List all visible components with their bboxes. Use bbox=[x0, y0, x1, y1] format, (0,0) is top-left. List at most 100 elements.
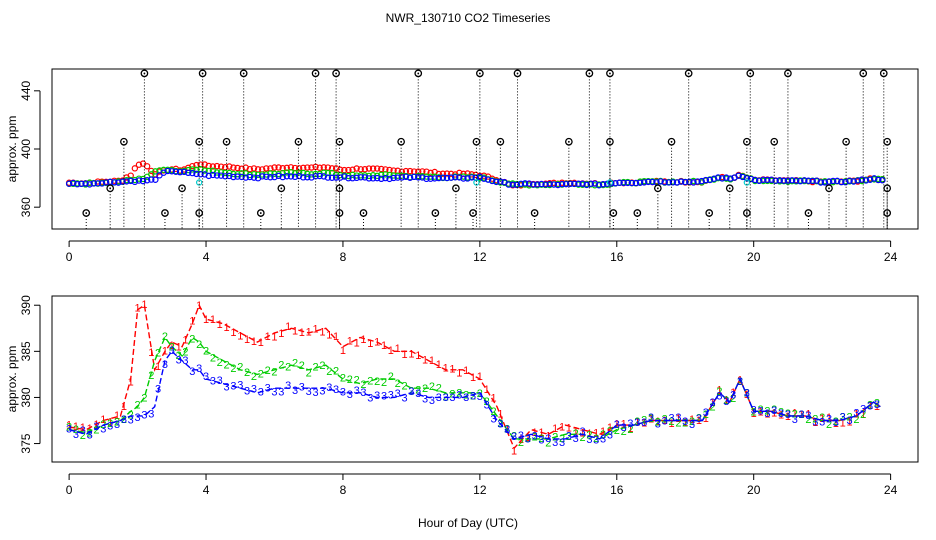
bottom-point-series-3: 3 bbox=[710, 397, 716, 409]
top-point-series-3 bbox=[534, 181, 541, 188]
top-point-series-1 bbox=[148, 167, 155, 175]
top-outlier-mid-point-center bbox=[297, 140, 300, 143]
bottom-point-series-2: 2 bbox=[525, 433, 531, 445]
top-outlier-high-point-center bbox=[417, 72, 420, 75]
bottom-point-series-2: 2 bbox=[627, 424, 633, 436]
bottom-point-series-1: 1 bbox=[210, 314, 216, 326]
bottom-point-series-1: 1 bbox=[135, 302, 141, 314]
bottom-point-series-1: 1 bbox=[87, 423, 93, 435]
bottom-point-series-2: 2 bbox=[251, 371, 257, 383]
top-point-series-2 bbox=[152, 168, 159, 175]
bottom-point-series-2: 2 bbox=[559, 433, 565, 445]
top-point-series-3 bbox=[205, 172, 212, 180]
bottom-point-series-3: 3 bbox=[182, 355, 188, 367]
top-point-series-1 bbox=[456, 169, 463, 177]
bottom-point-series-2: 2 bbox=[114, 417, 120, 429]
bottom-point-series-1: 1 bbox=[477, 371, 483, 383]
top-point-series-3 bbox=[353, 174, 360, 182]
bottom-x-tick-label: 16 bbox=[610, 483, 624, 497]
bottom-point-series-3: 3 bbox=[128, 414, 134, 426]
bottom-point-series-3: 3 bbox=[162, 359, 168, 371]
top-outlier-low-point-center bbox=[807, 212, 810, 214]
bottom-point-series-1: 1 bbox=[490, 393, 496, 405]
bottom-point-series-2: 2 bbox=[93, 425, 99, 437]
top-point-series-1 bbox=[406, 167, 414, 175]
top-point-series-3 bbox=[768, 176, 775, 183]
top-point-series-3 bbox=[201, 171, 208, 178]
bottom-point-series-1: 1 bbox=[388, 345, 394, 357]
top-x-tick-label: 12 bbox=[473, 250, 487, 264]
top-outlier-mid-point-center bbox=[338, 140, 341, 143]
bottom-point-series-1: 1 bbox=[497, 409, 503, 421]
top-outlier-mid-point-center bbox=[400, 140, 403, 143]
top-outlier-near-point-center bbox=[181, 187, 183, 190]
bottom-point-series-2: 2 bbox=[224, 360, 230, 372]
bottom-point-series-2: 2 bbox=[367, 376, 373, 388]
top-point-series-3 bbox=[287, 173, 295, 180]
bottom-point-series-3: 3 bbox=[265, 382, 271, 394]
top-y-tick-label: 400 bbox=[19, 139, 33, 159]
top-point-series-3 bbox=[135, 177, 143, 184]
bottom-point-series-3: 3 bbox=[682, 416, 688, 428]
top-outlier-mid-point-center bbox=[773, 140, 776, 143]
bottom-point-series-1: 1 bbox=[73, 421, 79, 433]
top-outlier-low-point bbox=[431, 209, 440, 217]
bottom-point-series-3: 3 bbox=[744, 387, 750, 399]
bottom-point-series-3: 3 bbox=[805, 410, 811, 422]
bottom-point-series-1: 1 bbox=[114, 410, 120, 422]
top-outlier-mid-point bbox=[565, 137, 573, 146]
bottom-point-series-1: 1 bbox=[470, 372, 476, 384]
bottom-point-series-2: 2 bbox=[258, 369, 264, 381]
bottom-point-series-3: 3 bbox=[655, 418, 661, 430]
top-point-series-3 bbox=[657, 178, 664, 185]
bottom-point-series-1: 1 bbox=[176, 342, 182, 354]
top-point-series-3 bbox=[636, 179, 644, 186]
bottom-point-series-1: 1 bbox=[224, 322, 230, 334]
top-point-series-1 bbox=[234, 164, 241, 172]
bottom-point-series-1: 1 bbox=[265, 331, 271, 343]
bottom-point-series-1: 1 bbox=[278, 328, 284, 340]
bottom-point-series-1: 1 bbox=[668, 418, 674, 430]
bottom-point-series-1: 1 bbox=[230, 327, 236, 339]
bottom-point-series-2: 2 bbox=[210, 353, 216, 365]
bottom-point-series-3: 3 bbox=[244, 386, 250, 398]
top-outlier-mid-point-center bbox=[225, 140, 228, 143]
top-point-series-3 bbox=[148, 176, 155, 183]
top-point-series-1 bbox=[131, 165, 139, 172]
top-point-series-3 bbox=[94, 180, 102, 187]
bottom-point-series-3: 3 bbox=[80, 425, 86, 437]
top-point-series-1 bbox=[369, 165, 377, 172]
top-point-series-3 bbox=[525, 180, 533, 187]
top-point-series-3 bbox=[238, 173, 245, 181]
bottom-point-series-3: 3 bbox=[860, 403, 866, 415]
bottom-point-series-2: 2 bbox=[662, 413, 668, 425]
top-point-series-2 bbox=[238, 170, 245, 177]
top-point-series-3 bbox=[505, 181, 512, 188]
top-outlier-near-point-center bbox=[280, 187, 283, 190]
top-point-series-1 bbox=[250, 165, 258, 172]
bottom-point-series-2: 2 bbox=[511, 431, 517, 443]
top-outlier-high-point bbox=[746, 69, 755, 78]
bottom-point-series-3: 3 bbox=[395, 388, 401, 400]
top-outlier-high-point-center bbox=[314, 72, 317, 75]
bottom-point-series-1: 1 bbox=[93, 419, 99, 431]
top-outlier-high-point-center bbox=[201, 72, 204, 75]
top-point-series-3 bbox=[98, 180, 106, 187]
top-point-series-3 bbox=[143, 177, 151, 184]
bottom-point-series-2: 2 bbox=[860, 409, 866, 421]
top-outlier-low-point bbox=[804, 209, 813, 217]
top-x-tick-label: 8 bbox=[340, 250, 347, 264]
bottom-point-series-1: 1 bbox=[757, 407, 763, 419]
bottom-point-series-1: 1 bbox=[484, 384, 490, 396]
bottom-point-series-1: 1 bbox=[306, 327, 312, 339]
top-outlier-high-point bbox=[585, 69, 594, 78]
top-point-series-3 bbox=[480, 175, 488, 182]
top-point-series-3 bbox=[673, 179, 681, 186]
top-outlier-mid-point-center bbox=[475, 140, 478, 143]
bottom-point-series-3: 3 bbox=[751, 405, 757, 417]
bottom-point-series-2: 2 bbox=[401, 381, 407, 393]
bottom-point-series-2: 2 bbox=[785, 408, 791, 420]
top-point-series-3 bbox=[131, 178, 139, 186]
bottom-point-series-1: 1 bbox=[422, 354, 428, 366]
